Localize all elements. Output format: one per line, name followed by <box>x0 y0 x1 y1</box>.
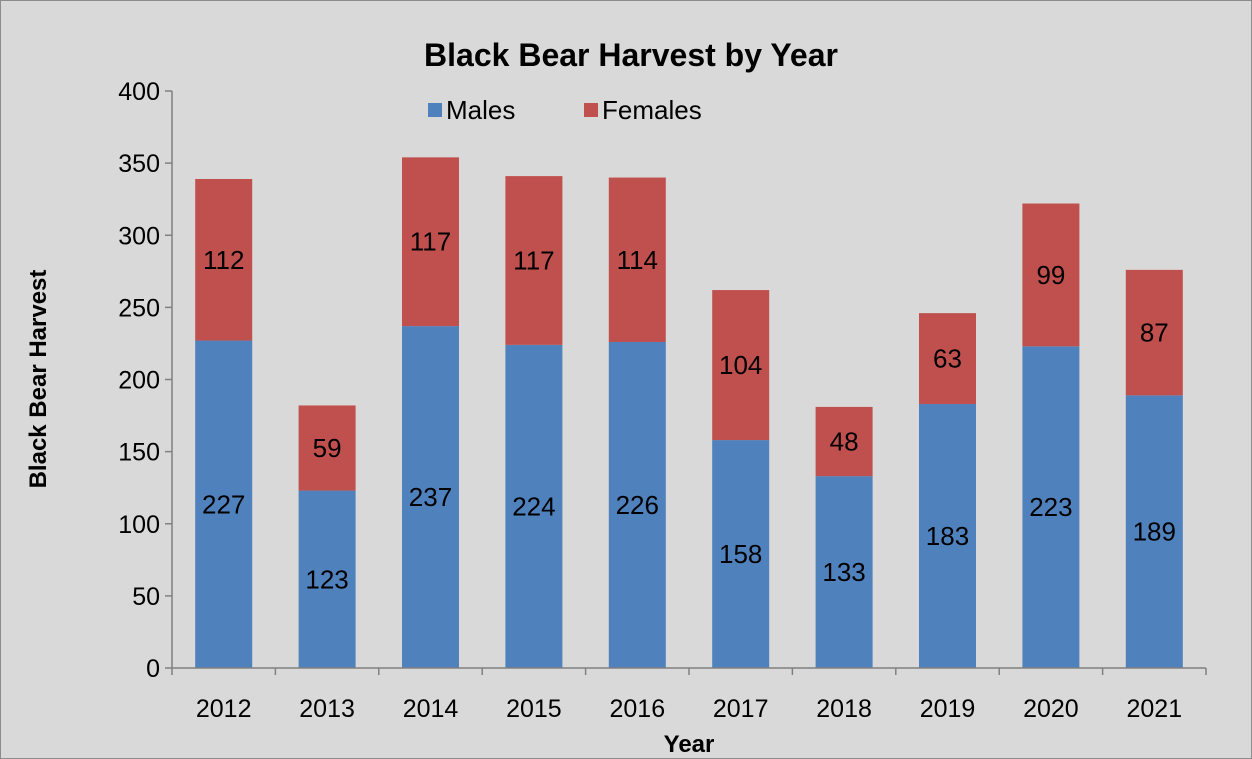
y-tick-label: 50 <box>132 583 160 611</box>
legend-label-females: Females <box>602 95 702 125</box>
bar-females-2020 <box>1022 203 1080 347</box>
data-label-males-2012: 227 <box>202 489 245 519</box>
data-label-males-2017: 158 <box>719 539 762 569</box>
bar-males-2015 <box>505 344 563 668</box>
x-tick-label: 2013 <box>299 695 355 723</box>
legend-swatch-females <box>584 103 598 117</box>
legend-swatch-males <box>428 103 442 117</box>
y-axis-title: Black Bear Harvest <box>25 270 52 489</box>
data-label-females-2019: 63 <box>933 344 962 374</box>
data-label-females-2021: 87 <box>1140 318 1169 348</box>
bar-males-2014 <box>402 326 459 668</box>
bar-females-2012 <box>195 178 253 341</box>
bar-females-2015 <box>505 176 563 345</box>
x-tick-label: 2016 <box>609 695 665 723</box>
bar-males-2019 <box>919 404 976 668</box>
bar-females-2018 <box>815 406 873 477</box>
data-label-females-2012: 112 <box>203 245 244 275</box>
y-tick-label: 350 <box>118 150 160 178</box>
chart-title: Black Bear Harvest by Year <box>424 37 838 73</box>
legend: Males Females <box>428 95 702 125</box>
bar-females-2017 <box>712 290 770 441</box>
data-label-males-2020: 223 <box>1029 492 1072 522</box>
bar-females-2021 <box>1125 269 1183 396</box>
bar-males-2013 <box>298 490 356 668</box>
bar-males-2017 <box>712 440 770 668</box>
data-label-females-2015: 117 <box>513 245 554 275</box>
data-label-females-2013: 59 <box>313 433 342 463</box>
data-label-females-2020: 99 <box>1036 260 1065 290</box>
data-label-males-2013: 123 <box>305 564 348 594</box>
y-tick-label: 100 <box>118 511 160 539</box>
legend-label-males: Males <box>446 95 515 125</box>
data-label-males-2021: 189 <box>1133 517 1176 547</box>
bar-males-2021 <box>1125 395 1183 668</box>
x-axis-title: Year <box>664 731 715 758</box>
data-label-males-2014: 237 <box>409 482 452 512</box>
y-tick-label: 400 <box>118 78 160 106</box>
y-tick-label: 150 <box>118 439 160 467</box>
bar-females-2013 <box>298 405 356 491</box>
bar-males-2012 <box>195 340 253 668</box>
bar-females-2014 <box>402 157 459 327</box>
x-tick-label: 2017 <box>713 695 769 723</box>
y-tick-label: 0 <box>146 655 160 683</box>
x-tick-label: 2018 <box>816 695 872 723</box>
x-tick-label: 2015 <box>506 695 562 723</box>
x-tick-label: 2014 <box>403 695 459 723</box>
bar-females-2019 <box>919 313 976 405</box>
data-label-females-2016: 114 <box>617 245 658 275</box>
bar-males-2020 <box>1022 346 1080 668</box>
y-tick-label: 250 <box>118 294 160 322</box>
axes-group: 0 50 100 150 200 250 300 350 400 2012 2013 2014 2015… <box>118 78 1207 723</box>
y-tick-label: 200 <box>118 367 160 395</box>
data-label-males-2019: 183 <box>926 521 969 551</box>
data-label-males-2015: 224 <box>512 491 555 521</box>
x-tick-label: 2019 <box>920 695 976 723</box>
bars-group: 227 112 123 59 237 117 224 117 226 114 158 104 133 48… <box>195 157 1183 668</box>
bar-females-2016 <box>608 177 666 342</box>
bar-males-2018 <box>815 476 873 668</box>
bar-males-2016 <box>608 341 666 668</box>
data-label-females-2018: 48 <box>830 427 859 457</box>
x-tick-label: 2020 <box>1023 695 1079 723</box>
data-label-males-2018: 133 <box>822 557 865 587</box>
data-label-females-2014: 117 <box>410 227 451 257</box>
x-tick-label: 2012 <box>196 695 252 723</box>
data-label-males-2016: 226 <box>616 490 659 520</box>
y-tick-label: 300 <box>118 222 160 250</box>
x-tick-label: 2021 <box>1126 695 1182 723</box>
data-label-females-2017: 104 <box>719 350 762 380</box>
